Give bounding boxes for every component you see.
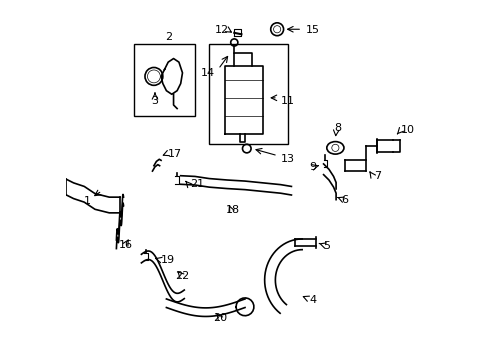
Text: 2: 2 xyxy=(165,32,172,42)
Bar xyxy=(209,44,288,144)
Text: 10: 10 xyxy=(400,125,415,135)
Text: 1: 1 xyxy=(84,197,91,206)
Text: 11: 11 xyxy=(281,96,294,107)
Text: 15: 15 xyxy=(306,25,320,35)
Text: 12: 12 xyxy=(215,25,229,35)
Text: 9: 9 xyxy=(309,162,317,172)
Text: 4: 4 xyxy=(309,295,317,305)
Text: 16: 16 xyxy=(118,240,132,250)
Text: 21: 21 xyxy=(190,179,204,189)
Text: 14: 14 xyxy=(200,68,215,78)
Text: 17: 17 xyxy=(168,149,182,159)
Text: 22: 22 xyxy=(175,271,190,282)
Text: 20: 20 xyxy=(213,312,227,323)
Text: 7: 7 xyxy=(373,171,381,181)
Text: 3: 3 xyxy=(151,96,158,107)
Bar xyxy=(134,44,195,116)
Text: 8: 8 xyxy=(334,123,342,133)
Text: 18: 18 xyxy=(225,205,240,215)
Text: 6: 6 xyxy=(342,195,348,204)
Text: 13: 13 xyxy=(281,154,294,163)
Text: 5: 5 xyxy=(323,241,331,251)
Text: 19: 19 xyxy=(161,255,175,265)
